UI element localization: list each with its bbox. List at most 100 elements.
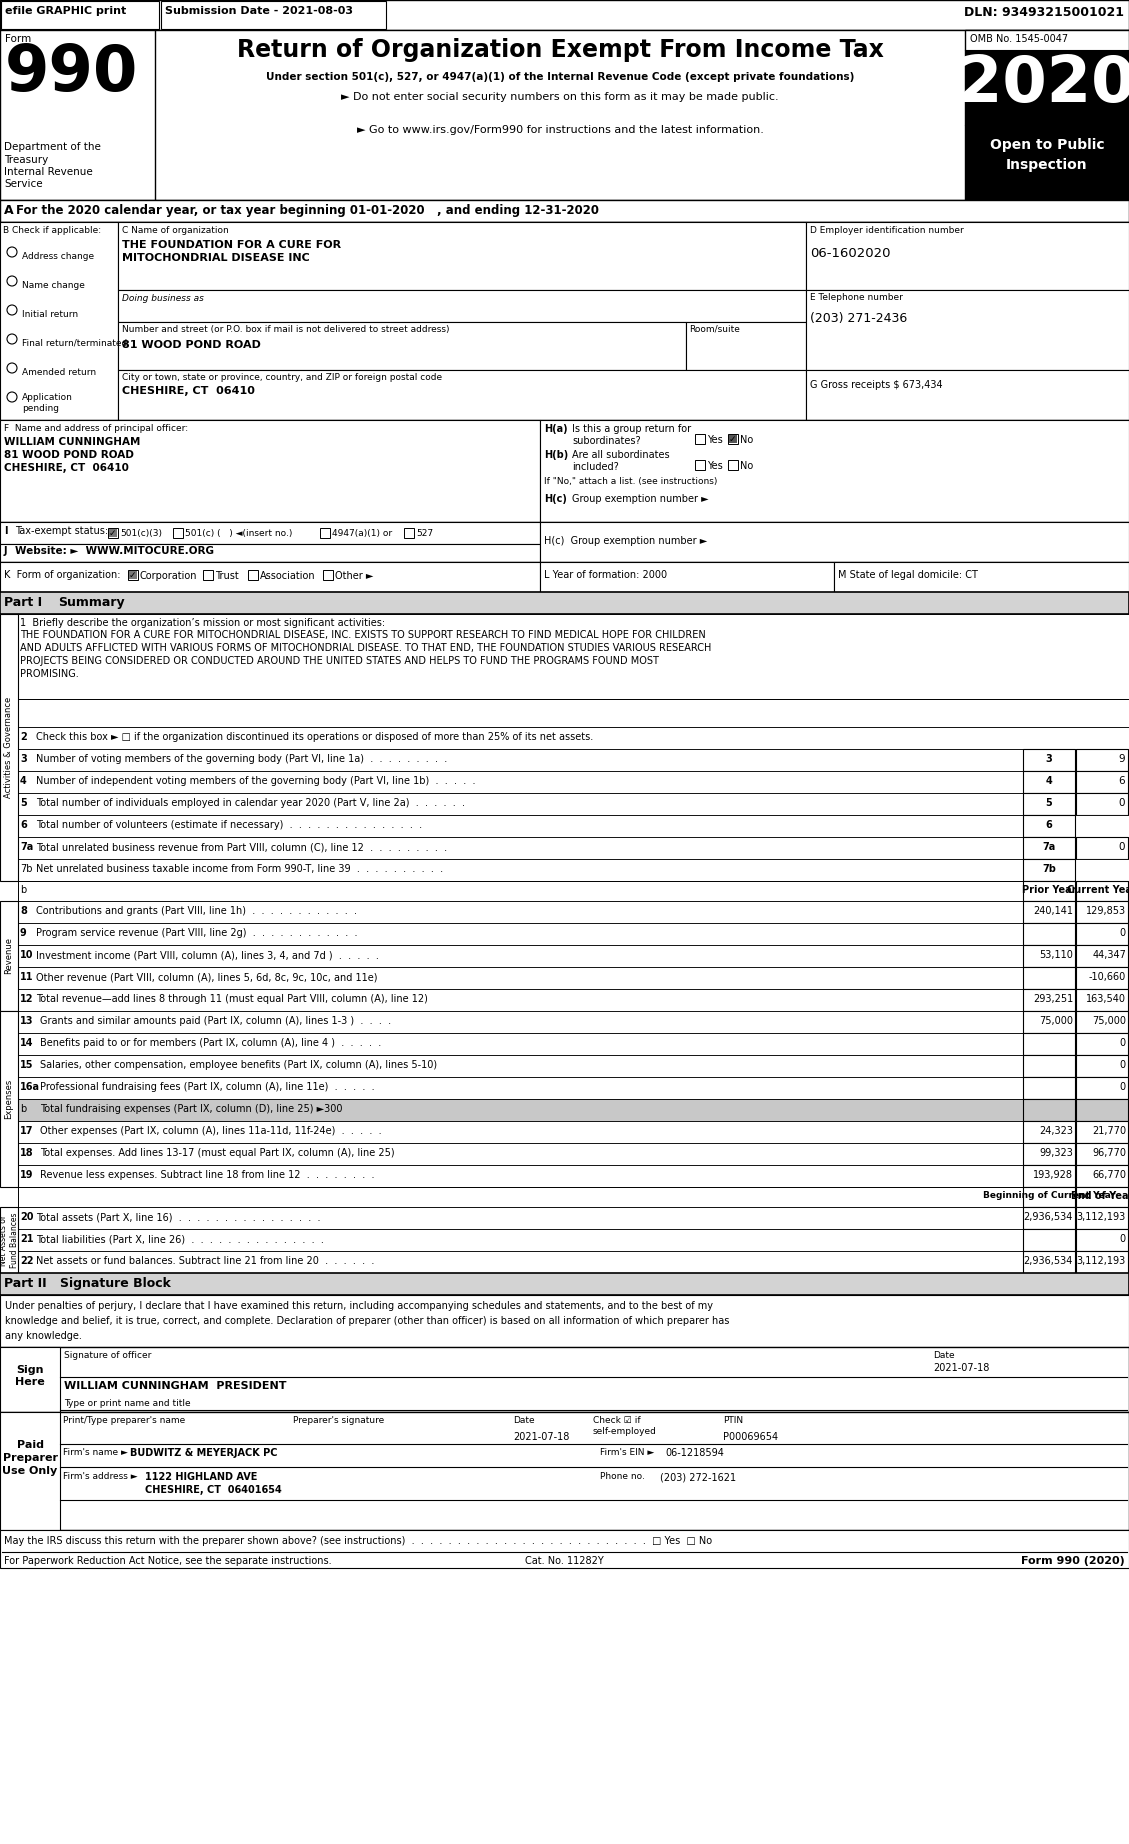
Text: Final return/terminated: Final return/terminated (21, 339, 128, 349)
Text: Part II: Part II (5, 1278, 46, 1291)
Bar (0, 0, 1129, 30)
Text: 1  Briefly describe the organization’s mission or most significant activities:: 1 Briefly describe the organization’s mi… (20, 618, 385, 629)
Bar (0, 699, 1129, 727)
Bar (0, 1413, 60, 1531)
Text: 15: 15 (20, 1060, 34, 1070)
Bar (119, 323, 686, 371)
Text: Other revenue (Part VIII, column (A), lines 5, 6d, 8c, 9c, 10c, and 11e): Other revenue (Part VIII, column (A), li… (36, 972, 377, 983)
Text: If "No," attach a list. (see instructions): If "No," attach a list. (see instruction… (544, 478, 717, 487)
Text: Name change: Name change (21, 280, 85, 290)
Text: THE FOUNDATION FOR A CURE FOR MITOCHONDRIAL DISEASE, INC. EXISTS TO SUPPORT RESE: THE FOUNDATION FOR A CURE FOR MITOCHONDR… (20, 631, 706, 640)
Text: 7a: 7a (20, 843, 33, 852)
Bar (119, 290, 806, 323)
Bar (695, 459, 704, 470)
Bar (1023, 944, 1075, 966)
Text: Current Year: Current Year (1067, 885, 1129, 894)
Bar (0, 199, 1129, 221)
Bar (1076, 771, 1128, 793)
Bar (1076, 1077, 1128, 1099)
Bar (1023, 988, 1075, 1011)
Text: b: b (20, 885, 26, 894)
Bar (1076, 988, 1128, 1011)
Text: Under section 501(c), 527, or 4947(a)(1) of the Internal Revenue Code (except pr: Under section 501(c), 527, or 4947(a)(1)… (265, 72, 855, 81)
Text: Cat. No. 11282Y: Cat. No. 11282Y (525, 1556, 603, 1566)
Bar (18, 749, 1129, 771)
Text: any knowledge.: any knowledge. (5, 1331, 82, 1341)
Text: b: b (20, 1105, 26, 1114)
Text: 19: 19 (20, 1169, 34, 1180)
Bar (18, 1208, 1129, 1228)
Text: Other ►: Other ► (335, 572, 374, 581)
Text: 7b: 7b (20, 865, 33, 874)
Bar (1076, 1143, 1128, 1165)
Text: 2: 2 (20, 732, 27, 741)
Text: Under penalties of perjury, I declare that I have examined this return, includin: Under penalties of perjury, I declare th… (5, 1302, 714, 1311)
Text: City or town, state or province, country, and ZIP or foreign postal code: City or town, state or province, country… (122, 372, 443, 382)
Bar (1076, 1121, 1128, 1143)
Bar (540, 522, 1129, 562)
Text: Open to Public: Open to Public (990, 138, 1104, 151)
Text: Net Assets or
Fund Balances: Net Assets or Fund Balances (0, 1212, 19, 1269)
Text: Summary: Summary (58, 596, 124, 609)
Text: 13: 13 (20, 1016, 34, 1025)
Text: 240,141: 240,141 (1033, 905, 1073, 916)
Bar (1023, 1099, 1075, 1121)
Bar (806, 290, 1129, 371)
Text: Firm's EIN ►: Firm's EIN ► (599, 1448, 654, 1457)
Bar (18, 837, 1129, 859)
Text: For the 2020 calendar year, or tax year beginning 01-01-2020   , and ending 12-3: For the 2020 calendar year, or tax year … (16, 205, 599, 218)
Text: ✓: ✓ (729, 435, 736, 444)
Bar (0, 562, 1129, 592)
Bar (540, 420, 1129, 522)
Bar (18, 727, 1129, 749)
Bar (119, 371, 806, 420)
Bar (1023, 1055, 1075, 1077)
Bar (18, 1055, 1129, 1077)
Bar (1076, 1011, 1128, 1033)
Text: 81 WOOD POND ROAD: 81 WOOD POND ROAD (122, 339, 261, 350)
Bar (0, 420, 1129, 522)
Text: For Paperwork Reduction Act Notice, see the separate instructions.: For Paperwork Reduction Act Notice, see … (5, 1556, 332, 1566)
Bar (1076, 1250, 1128, 1272)
Bar (0, 902, 18, 1011)
Bar (320, 527, 330, 538)
Text: 6: 6 (20, 821, 27, 830)
Text: Internal Revenue: Internal Revenue (5, 168, 93, 177)
Bar (0, 522, 540, 544)
Text: Doing business as: Doing business as (122, 293, 204, 302)
Text: PTIN: PTIN (723, 1416, 743, 1425)
Text: Amended return: Amended return (21, 369, 96, 376)
Text: Signature of officer: Signature of officer (64, 1352, 151, 1361)
Text: ✓: ✓ (129, 572, 137, 581)
Text: 8: 8 (20, 905, 27, 916)
Bar (965, 125, 1129, 199)
Bar (1076, 924, 1128, 944)
Text: 21: 21 (20, 1234, 34, 1245)
Bar (18, 1188, 1129, 1208)
Bar (18, 1077, 1129, 1099)
Bar (0, 1413, 1129, 1531)
Bar (728, 433, 738, 444)
Text: Are all subordinates: Are all subordinates (572, 450, 669, 459)
Bar (1076, 944, 1128, 966)
Text: Total number of volunteers (estimate if necessary)  .  .  .  .  .  .  .  .  .  .: Total number of volunteers (estimate if … (36, 821, 422, 830)
Text: Sign: Sign (16, 1365, 44, 1376)
Text: 5: 5 (20, 798, 27, 808)
Text: THE FOUNDATION FOR A CURE FOR: THE FOUNDATION FOR A CURE FOR (122, 240, 341, 251)
Bar (0, 562, 540, 592)
Text: 9: 9 (1119, 754, 1124, 763)
Text: Yes: Yes (707, 461, 723, 470)
Bar (1023, 1208, 1075, 1228)
Bar (1023, 1228, 1075, 1250)
Text: Grants and similar amounts paid (Part IX, column (A), lines 1-3 )  .  .  .  .: Grants and similar amounts paid (Part IX… (40, 1016, 391, 1025)
Bar (0, 544, 540, 562)
Text: included?: included? (572, 463, 619, 472)
Text: Investment income (Part VIII, column (A), lines 3, 4, and 7d )  .  .  .  .  .: Investment income (Part VIII, column (A)… (36, 950, 379, 961)
Text: -10,660: -10,660 (1088, 972, 1126, 983)
Text: 11: 11 (20, 972, 34, 983)
Bar (0, 1272, 1129, 1294)
Bar (0, 1208, 18, 1272)
Bar (1023, 1077, 1075, 1099)
Bar (728, 459, 738, 470)
Text: 3: 3 (20, 754, 27, 763)
